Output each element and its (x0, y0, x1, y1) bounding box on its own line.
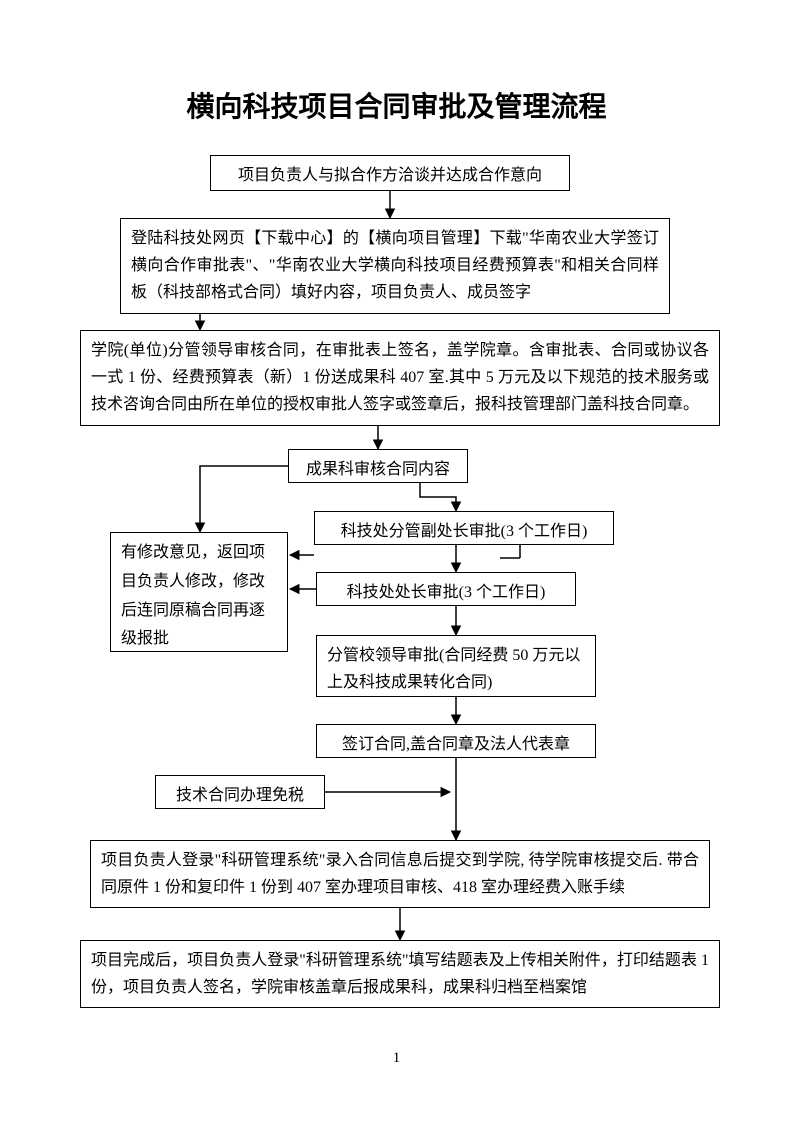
node-download-forms-text: 登陆科技处网页【下载中心】的【横向项目管理】下载"华南农业大学签订横向合作审批表… (131, 230, 659, 301)
node-deputy-director: 科技处分管副处长审批(3 个工作日) (314, 511, 614, 545)
edge-n4-n5 (420, 483, 456, 511)
node-feedback-text: 有修改意见，返回项目负责人修改，修改后连同原稿合同再逐级报批 (121, 544, 265, 647)
node-tax-exempt-text: 技术合同办理免税 (176, 787, 304, 804)
node-results-review-text: 成果科审核合同内容 (306, 461, 450, 478)
node-deputy-director-text: 科技处分管副处长审批(3 个工作日) (341, 523, 588, 540)
page-title: 横向科技项目合同审批及管理流程 (0, 85, 793, 125)
edge-n4-feedback (200, 466, 288, 532)
node-sign-contract-text: 签订合同,盖合同章及法人代表章 (342, 736, 570, 753)
node-school-leader: 分管校领导审批(合同经费 50 万元以上及科技成果转化合同) (316, 635, 596, 697)
node-system-entry: 项目负责人登录"科研管理系统"录入合同信息后提交到学院, 待学院审核提交后. 带… (90, 840, 710, 908)
node-college-review-text: 学院(单位)分管领导审核合同，在审批表上签名，盖学院章。含审批表、合同或协议各一… (91, 342, 709, 413)
node-system-entry-text: 项目负责人登录"科研管理系统"录入合同信息后提交到学院, 待学院审核提交后. 带… (101, 852, 699, 896)
node-feedback: 有修改意见，返回项目负责人修改，修改后连同原稿合同再逐级报批 (110, 532, 288, 652)
node-completion: 项目完成后，项目负责人登录"科研管理系统"填写结题表及上传相关附件，打印结题表 … (80, 940, 720, 1008)
node-director: 科技处处长审批(3 个工作日) (316, 572, 576, 606)
node-results-review: 成果科审核合同内容 (288, 449, 468, 483)
node-college-review: 学院(单位)分管领导审核合同，在审批表上签名，盖学院章。含审批表、合同或协议各一… (80, 330, 720, 426)
node-start-text: 项目负责人与拟合作方洽谈并达成合作意向 (238, 167, 542, 184)
node-start: 项目负责人与拟合作方洽谈并达成合作意向 (210, 155, 570, 191)
flowchart-page: 横向科技项目合同审批及管理流程 项目负责人与拟合作方洽谈并达成合作意向 登陆科技… (0, 0, 793, 1122)
node-completion-text: 项目完成后，项目负责人登录"科研管理系统"填写结题表及上传相关附件，打印结题表 … (91, 952, 709, 996)
node-tax-exempt: 技术合同办理免税 (155, 775, 325, 809)
node-school-leader-text: 分管校领导审批(合同经费 50 万元以上及科技成果转化合同) (327, 647, 580, 691)
node-director-text: 科技处处长审批(3 个工作日) (347, 584, 546, 601)
node-sign-contract: 签订合同,盖合同章及法人代表章 (316, 724, 596, 758)
page-number: 1 (0, 1050, 793, 1067)
node-download-forms: 登陆科技处网页【下载中心】的【横向项目管理】下载"华南农业大学签订横向合作审批表… (120, 218, 670, 314)
